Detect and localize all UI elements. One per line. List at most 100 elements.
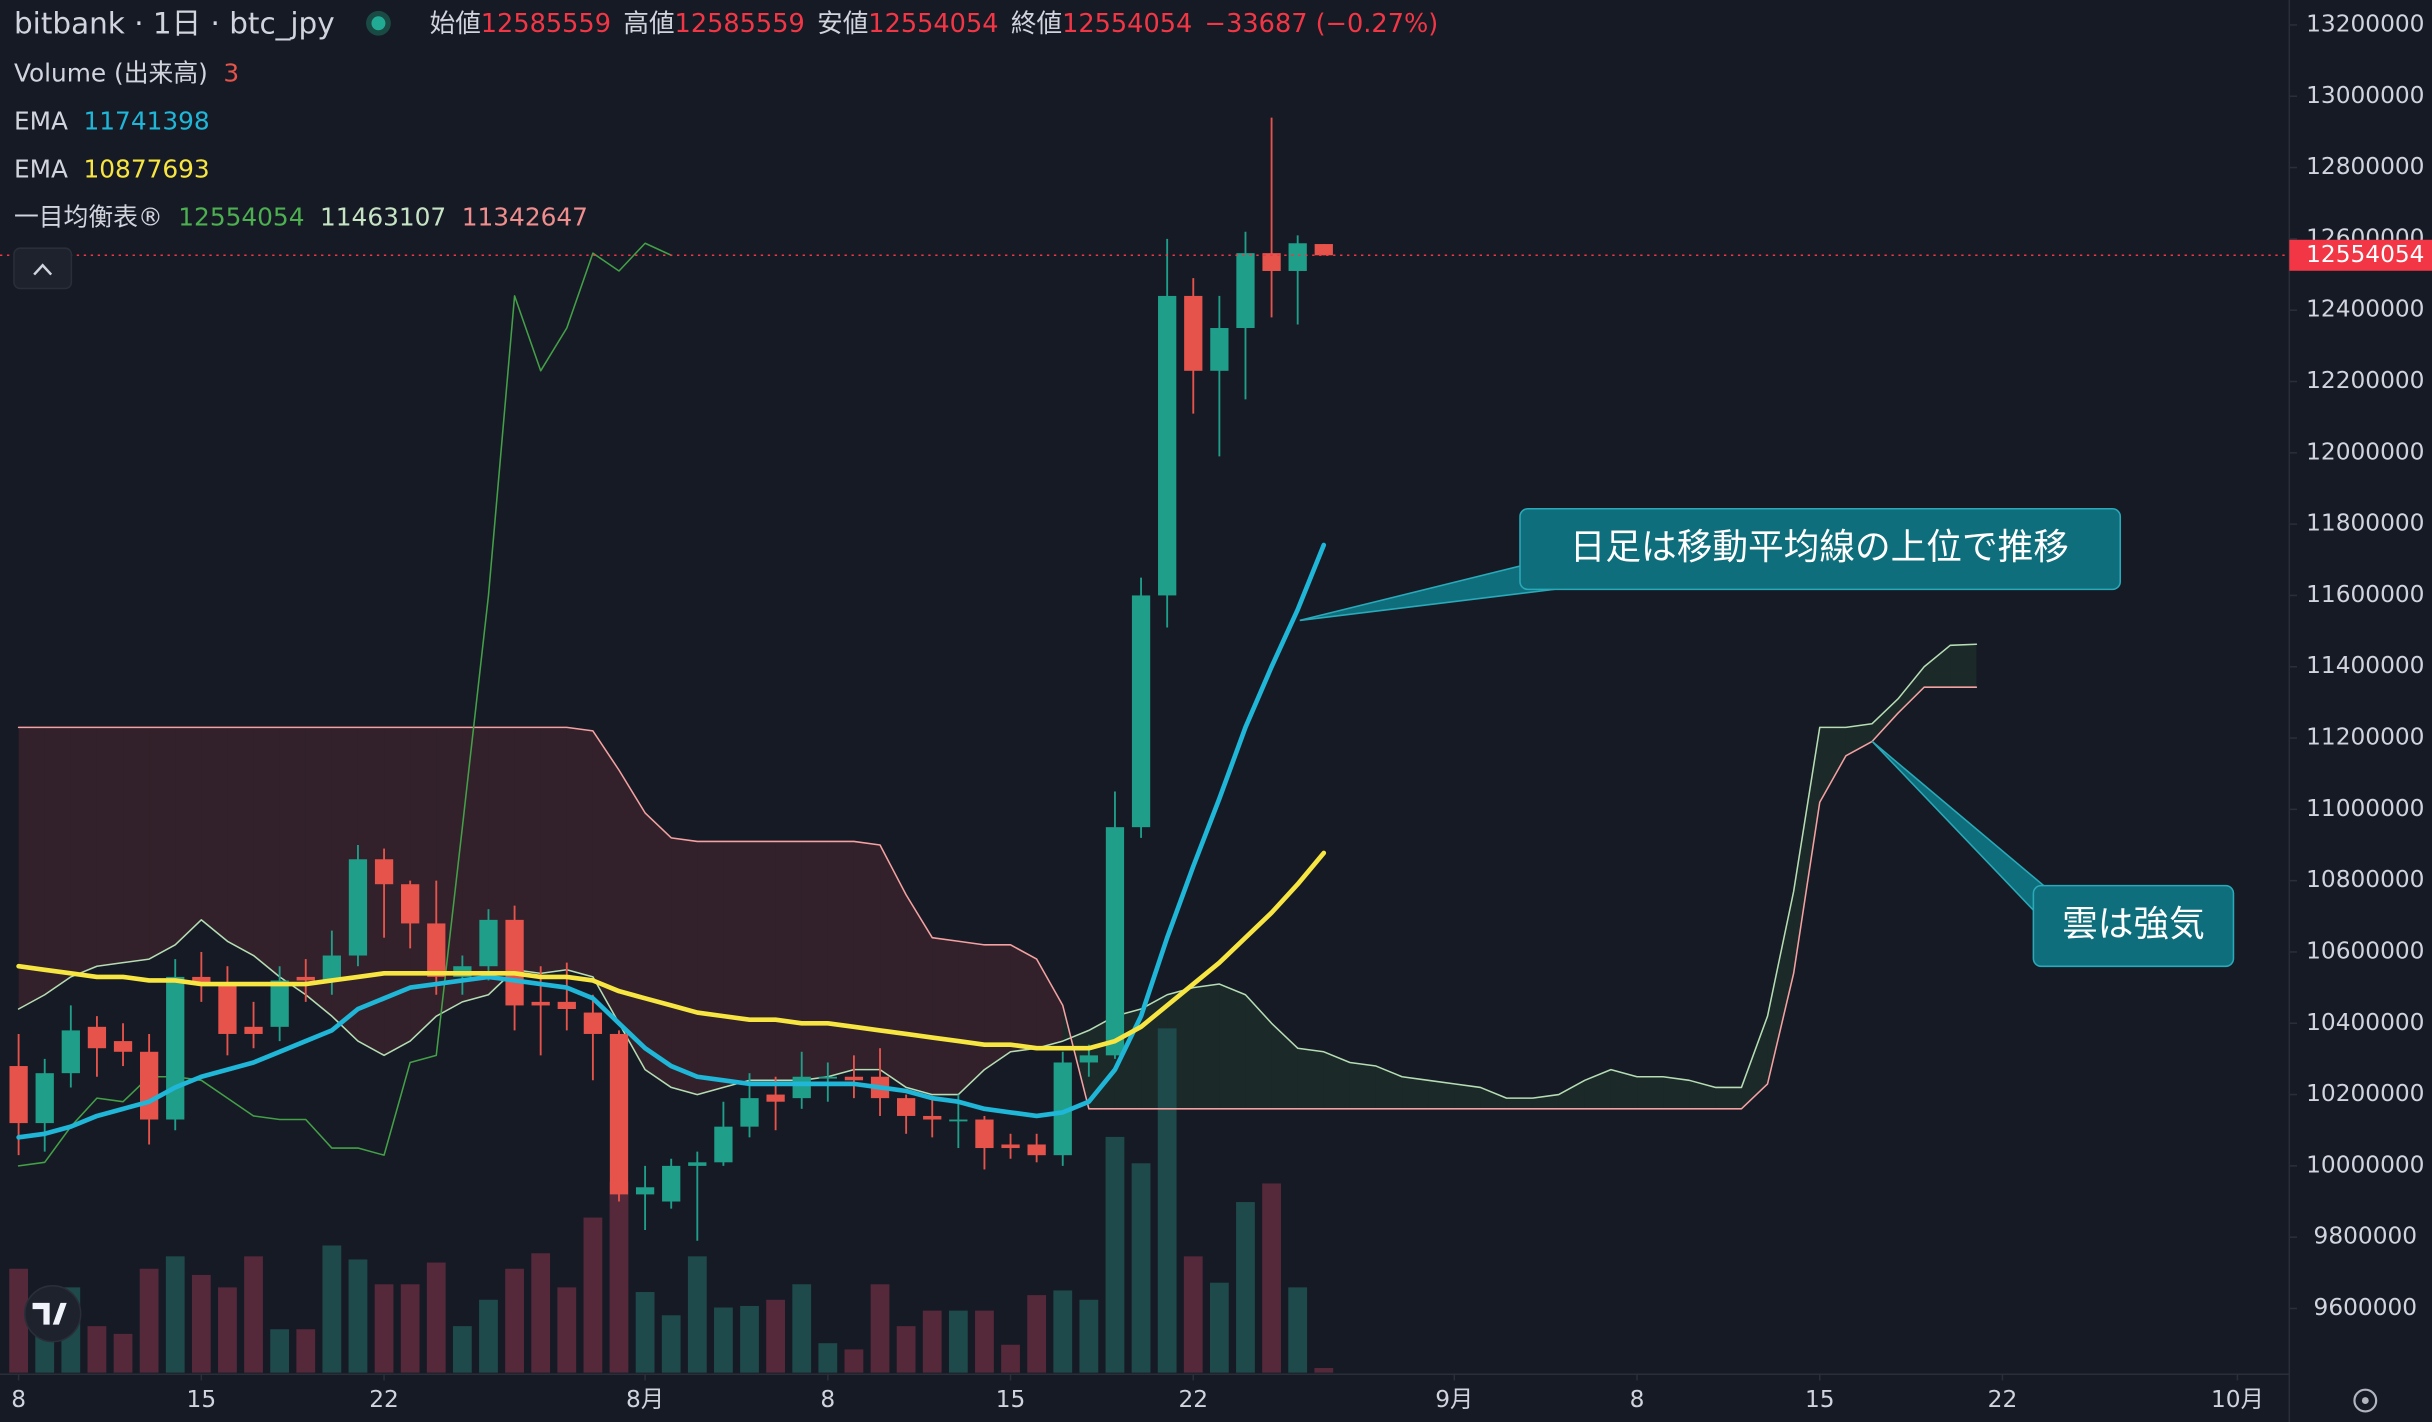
candle-body (296, 976, 315, 981)
volume-bar (139, 1268, 159, 1373)
cloud-fill (305, 727, 332, 1017)
cloud-fill (44, 727, 71, 995)
y-tick-label: 13200000 (2306, 10, 2424, 37)
logo[interactable] (24, 1285, 82, 1343)
cloud-fill (645, 812, 672, 1088)
cloud-fill (410, 727, 437, 1042)
volume-bar (844, 1349, 864, 1373)
cloud-fill (1558, 1080, 1585, 1109)
volume-bar (1262, 1183, 1281, 1373)
volume-bar (740, 1305, 759, 1373)
price-tag-label: 12554054 (2306, 241, 2424, 268)
legend-label: Volume (出来高) (14, 58, 208, 87)
volume-bar (348, 1259, 368, 1373)
candle-body (740, 1098, 759, 1127)
candle-body (1288, 243, 1307, 271)
cloud-fill (1349, 1062, 1376, 1109)
candle-body (1027, 1144, 1046, 1156)
volume-bar (557, 1287, 577, 1373)
cloud-fill (697, 841, 724, 1095)
legend-value: 11463107 (320, 203, 446, 232)
volume-bar (818, 1343, 838, 1373)
candle-body (1131, 595, 1151, 828)
candle-body (583, 1012, 603, 1034)
candle-body (1105, 827, 1125, 1056)
candle-body (348, 859, 368, 956)
ema-line (16, 850, 1327, 1051)
candle-body (975, 1119, 994, 1149)
volume-bar (400, 1284, 420, 1373)
candle-body (688, 1162, 707, 1166)
x-tick-label: 8 (1630, 1386, 1645, 1413)
legend-value: 12554054 (178, 203, 304, 232)
y-tick-label: 10400000 (2306, 1009, 2424, 1036)
y-tick-label: 11600000 (2306, 581, 2424, 608)
y-tick-label: 10000000 (2306, 1151, 2424, 1178)
candle-body (1184, 295, 1203, 371)
collapse-button[interactable] (13, 247, 73, 290)
cloud-fill (1663, 1076, 1690, 1109)
volume-bar (870, 1284, 890, 1373)
volume-bar (1314, 1368, 1334, 1373)
cloud-fill (1871, 698, 1899, 742)
cloud-fill (1480, 1087, 1507, 1109)
volume-bar (1079, 1299, 1099, 1373)
volume-bar (714, 1307, 733, 1373)
volume-bar (322, 1245, 342, 1373)
callout-box (2032, 884, 2235, 968)
cloud-fill (880, 844, 907, 1088)
collapse-icon (33, 263, 53, 276)
legend-label: EMA (14, 107, 68, 136)
x-tick-label: 22 (1988, 1386, 2018, 1413)
plot-area (0, 117, 2290, 1373)
candle-body (923, 1115, 942, 1120)
ohlc-label: 終値 (1011, 9, 1062, 39)
cloud-fill (1375, 1066, 1403, 1109)
volume-bar (896, 1326, 916, 1373)
cloud-fill (827, 841, 854, 1077)
volume-bar (766, 1299, 786, 1373)
candle-body (609, 1033, 629, 1195)
volume-bar (792, 1284, 812, 1373)
cloud-fill (514, 727, 541, 974)
volume-legend: Volume (出来高) 3 (14, 58, 239, 87)
cloud-fill (1193, 984, 1220, 1109)
volume-bar (296, 1329, 316, 1373)
volume-bar (505, 1268, 524, 1373)
cloud-fill (984, 944, 1011, 1070)
x-tick-label: 8 (820, 1386, 835, 1413)
cloud-fill (18, 727, 45, 1010)
cloud-fill (1219, 984, 1246, 1109)
candle-body (766, 1094, 785, 1102)
x-tick-label: 15 (187, 1386, 217, 1413)
candle-body (1053, 1062, 1072, 1156)
legend-value: 3 (223, 58, 239, 87)
legend-value: 11741398 (84, 107, 210, 136)
candle-body (218, 984, 237, 1034)
ohlc-label: 高値 (623, 9, 674, 39)
volume-bar (426, 1262, 446, 1373)
ichimoku-legend: 一目均衡表® 12554054 11463107 11342647 (14, 203, 588, 232)
candle-body (1314, 244, 1333, 256)
cloud-fill (566, 727, 593, 977)
volume-bar (1001, 1344, 1020, 1373)
cloud-fill (123, 727, 150, 963)
candle-body (844, 1076, 864, 1081)
y-tick-label: 12800000 (2306, 153, 2424, 180)
cloud-fill (749, 841, 776, 1081)
cloud-fill (149, 727, 176, 960)
volume-bar (1236, 1202, 1255, 1373)
y-tick-label: 12000000 (2306, 438, 2424, 465)
legend-label: EMA (14, 155, 68, 184)
volume-bar (1183, 1256, 1203, 1373)
candle-body (949, 1119, 968, 1122)
cloud-fill (1506, 1098, 1533, 1109)
candle-body (635, 1187, 655, 1195)
candle-body (479, 919, 498, 967)
candle-body (374, 859, 394, 885)
cloud-fill (1036, 959, 1063, 1049)
cloud-fill (1010, 944, 1037, 1052)
settings-icon[interactable] (2353, 1388, 2378, 1413)
